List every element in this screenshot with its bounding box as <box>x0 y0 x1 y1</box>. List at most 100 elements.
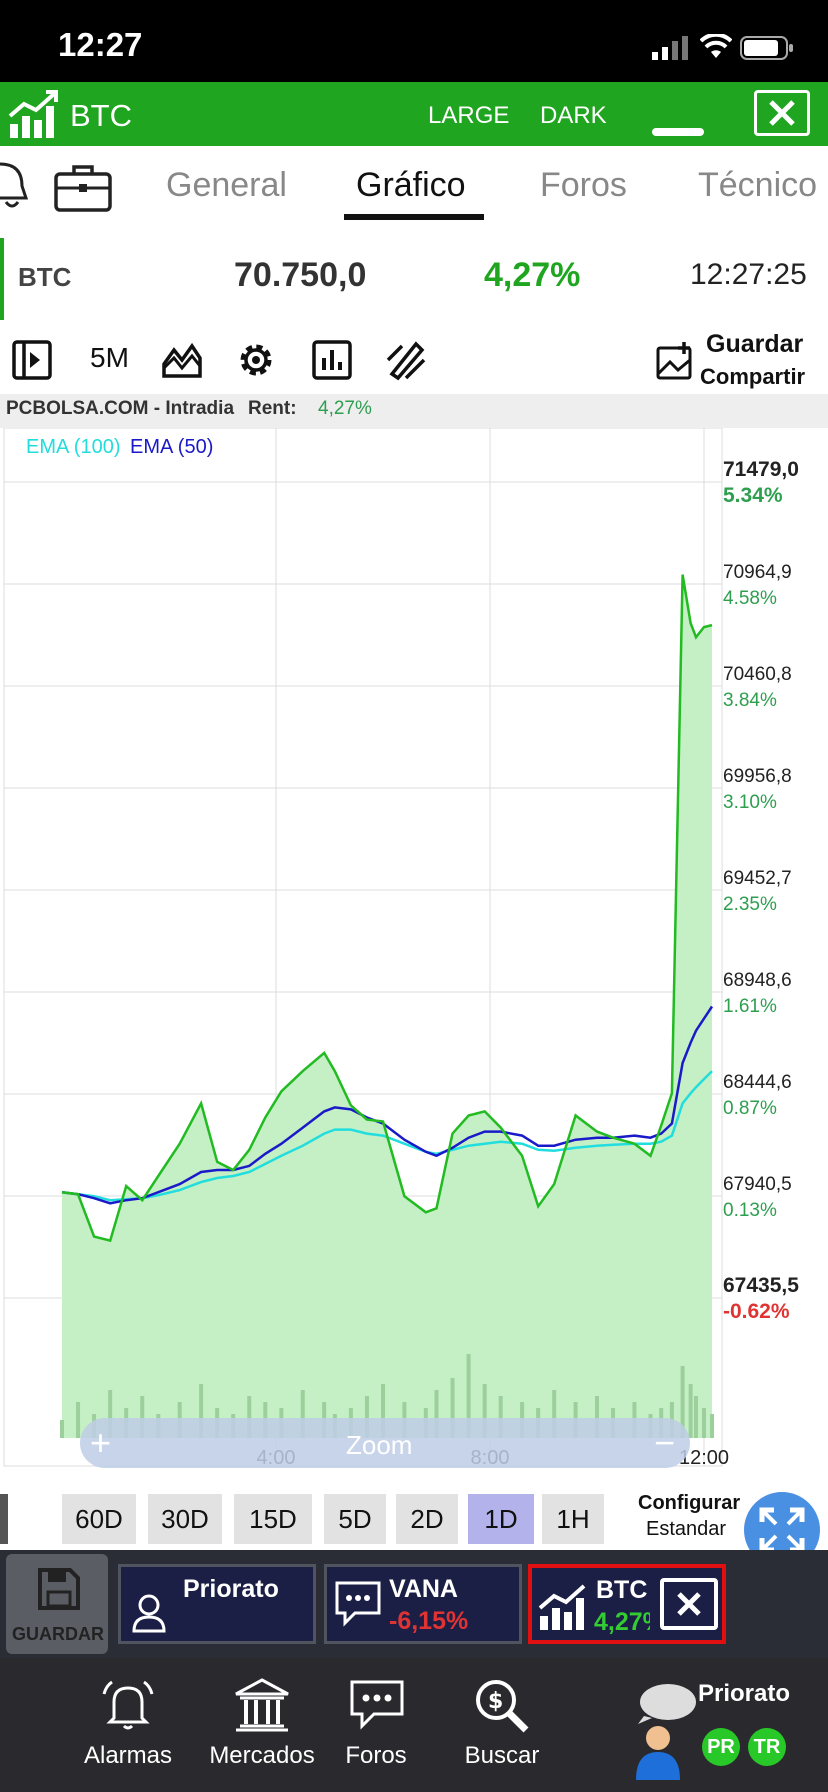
range-30d[interactable]: 30D <box>148 1494 222 1544</box>
large-toggle[interactable]: LARGE <box>428 102 510 129</box>
volume-bar <box>710 1414 715 1438</box>
rent-label: Rent: <box>248 398 297 419</box>
bell-icon[interactable] <box>0 158 32 212</box>
volume-bar <box>450 1378 455 1438</box>
user-icon <box>132 1594 166 1633</box>
volume-bar <box>434 1390 439 1438</box>
nav-alarmas[interactable]: Alarmas <box>70 1658 186 1792</box>
tab-tecnico[interactable]: Técnico <box>698 166 818 204</box>
badge-pr[interactable]: PR <box>702 1728 740 1766</box>
volume-bar <box>247 1396 252 1438</box>
tab-foros[interactable]: Foros <box>540 166 627 204</box>
y-tick-price: 70460,8 <box>723 664 792 685</box>
indicators-icon[interactable] <box>310 338 354 382</box>
y-tick-pct: 0.87% <box>723 1098 777 1119</box>
config-sub[interactable]: Estandar <box>646 1518 727 1540</box>
chart-type-icon[interactable] <box>160 338 204 382</box>
save-workspace-button[interactable]: GUARDAR <box>6 1554 108 1654</box>
open-tab-btc[interactable]: BTC 4,27% <box>528 1564 726 1644</box>
quote-price: 70.750,0 <box>234 256 367 294</box>
range-2d[interactable]: 2D <box>396 1494 458 1544</box>
signal-icon <box>652 36 688 60</box>
y-tick-pct: 3.84% <box>723 690 777 711</box>
draw-tool-icon[interactable] <box>384 338 428 382</box>
close-tab-button[interactable] <box>660 1578 718 1630</box>
floppy-icon <box>38 1568 80 1610</box>
status-bar: 12:27 <box>0 0 828 82</box>
user-name: Priorato <box>698 1680 791 1707</box>
y-tick-price: 68444,6 <box>723 1072 792 1093</box>
svg-text:$: $ <box>488 1689 503 1714</box>
nav-mercados[interactable]: Mercados <box>204 1658 320 1792</box>
dark-toggle[interactable]: DARK <box>540 102 607 129</box>
interval-selector[interactable]: 5M <box>90 342 129 373</box>
nav-foros[interactable]: Foros <box>318 1658 434 1792</box>
chart-toolbar: 5M Guardar Compartir <box>0 330 828 394</box>
nav-label: Mercados <box>209 1742 315 1769</box>
volume-bar <box>364 1396 369 1438</box>
avatar[interactable] <box>630 1680 710 1780</box>
ema50-line <box>61 1005 714 1205</box>
range-1d[interactable]: 1D <box>468 1494 534 1544</box>
chat-icon <box>335 1581 381 1627</box>
open-tab-vana[interactable]: VANA -6,15% <box>324 1564 522 1644</box>
quote-symbol: BTC <box>18 262 72 292</box>
y-tick-pct: -0.62% <box>723 1300 790 1323</box>
close-button[interactable] <box>754 90 810 136</box>
open-tab-label: VANA <box>389 1575 458 1603</box>
volume-bar <box>60 1420 64 1438</box>
close-icon <box>769 100 795 126</box>
price-chart[interactable]: PCBOLSA.COM - Intradia Rent: 4,27% EMA (… <box>0 394 828 1488</box>
legend-ema50: EMA (50) <box>130 436 214 458</box>
volume-bar <box>482 1384 487 1438</box>
quote-time: 12:27:25 <box>690 258 807 291</box>
range-5d[interactable]: 5D <box>324 1494 386 1544</box>
volume-bar <box>595 1396 599 1438</box>
nav-label: Buscar <box>464 1742 540 1769</box>
quote-change: 4,27% <box>484 256 581 294</box>
save-image-icon[interactable] <box>656 340 700 384</box>
play-panel-icon[interactable] <box>10 338 54 382</box>
y-tick-price: 68948,6 <box>723 970 792 991</box>
settings-icon[interactable] <box>234 338 278 382</box>
save-button[interactable]: Guardar <box>706 330 804 358</box>
y-tick-price: 71479,0 <box>723 458 799 481</box>
nav-label: Alarmas <box>83 1742 173 1769</box>
volume-bar <box>702 1408 706 1438</box>
open-tab-label: BTC <box>596 1576 648 1604</box>
y-tick-pct: 4.58% <box>723 588 777 609</box>
zoom-label: Zoom <box>346 1430 413 1460</box>
share-button[interactable]: Compartir <box>700 364 806 389</box>
zoom-in-icon[interactable]: + <box>90 1422 112 1463</box>
range-60d[interactable]: 60D <box>62 1494 136 1544</box>
active-tab-indicator <box>344 214 484 220</box>
range-15d[interactable]: 15D <box>234 1494 312 1544</box>
range-1h[interactable]: 1H <box>542 1494 604 1544</box>
chat-icon <box>350 1680 404 1730</box>
app-title: BTC <box>70 98 132 133</box>
zoom-out-icon[interactable]: − <box>654 1422 676 1463</box>
volume-bar <box>108 1390 113 1438</box>
config-label[interactable]: Configurar <box>638 1492 741 1514</box>
open-tab-priorato[interactable]: Priorato <box>118 1564 316 1644</box>
tab-grafico[interactable]: Gráfico <box>356 166 466 204</box>
tab-bar: General Gráfico Foros Técnico <box>0 146 828 228</box>
briefcase-icon[interactable] <box>54 162 112 212</box>
open-tabs-bar: GUARDAR Priorato VANA -6,15% BTC 4,27% <box>0 1550 828 1658</box>
nav-buscar[interactable]: $ Buscar <box>444 1658 560 1792</box>
app-bar: BTC LARGE DARK <box>0 82 828 146</box>
badge-tr[interactable]: TR <box>748 1728 786 1766</box>
zoom-bar[interactable]: + Zoom − <box>80 1418 690 1468</box>
expand-icon <box>759 1507 805 1553</box>
open-tab-change: -6,15% <box>389 1607 469 1635</box>
save-workspace-label: GUARDAR <box>12 1624 104 1644</box>
chart-source: PCBOLSA.COM - Intradia <box>6 398 235 419</box>
minimize-button[interactable] <box>652 128 704 136</box>
x-tick-label: 12:00 <box>679 1447 729 1469</box>
chart-canvas[interactable]: 71479,0 5.34% 70964,9 4.58% 70460,8 3.84% 6995… <box>0 428 828 1488</box>
y-tick-price: 69956,8 <box>723 766 792 787</box>
tab-general[interactable]: General <box>166 166 287 204</box>
volume-bar <box>76 1402 81 1438</box>
open-tab-change: 4,27% <box>594 1608 650 1636</box>
price-line <box>61 574 713 1243</box>
